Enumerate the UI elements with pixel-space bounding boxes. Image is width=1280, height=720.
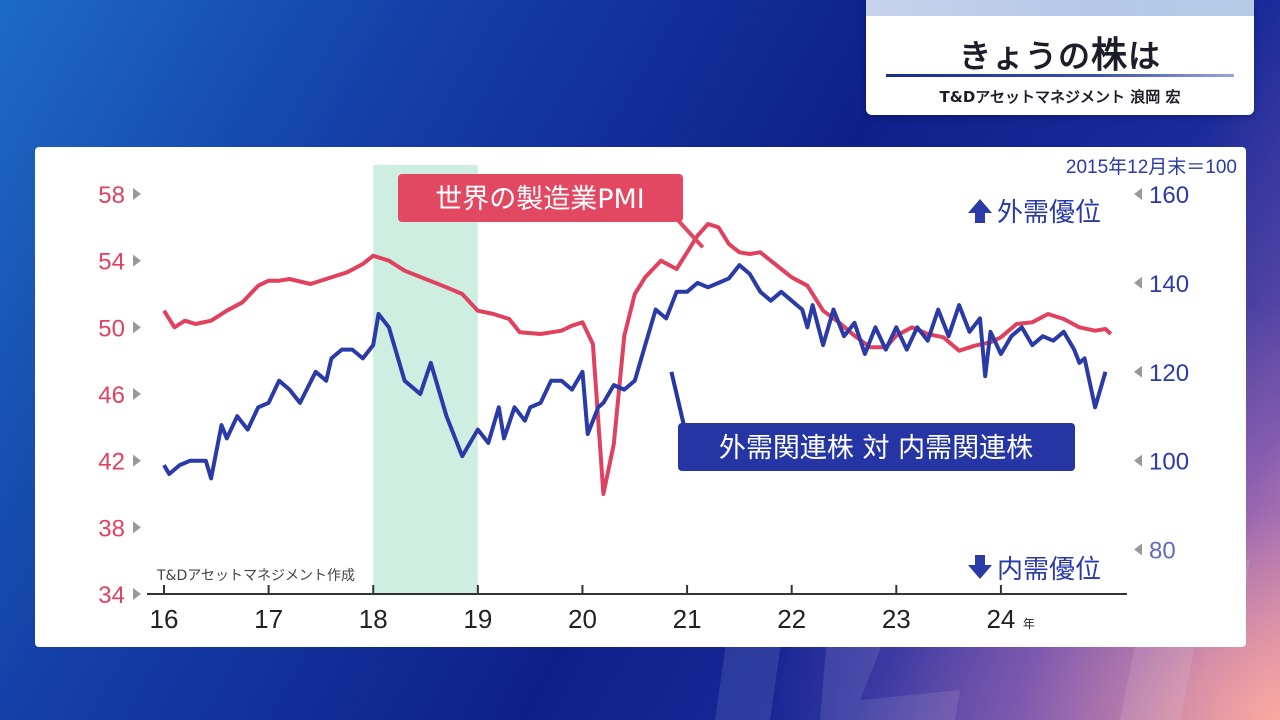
direction-down-label: 内需優位 bbox=[968, 555, 1101, 585]
left-tick-label: 58 bbox=[98, 182, 125, 209]
title-pre: きょうの bbox=[958, 37, 1091, 75]
title-strip bbox=[866, 0, 1254, 16]
x-tick-label: 20 bbox=[568, 604, 597, 634]
presenter-name: T&Dアセットマネジメント 浪岡 宏 bbox=[939, 88, 1181, 106]
left-tick-label: 42 bbox=[98, 449, 125, 476]
x-tick-label: 17 bbox=[254, 604, 283, 634]
right-tick-label: 160 bbox=[1149, 182, 1189, 209]
x-axis: 16 17 18 19 20 21 22 23 24 年 bbox=[150, 585, 1035, 634]
title-card: きょうの株は T&Dアセットマネジメント 浪岡 宏 bbox=[866, 0, 1254, 115]
callout-ratio-leader bbox=[669, 371, 687, 431]
arrow-down-icon bbox=[968, 555, 992, 579]
callout-ratio-box bbox=[678, 423, 1075, 471]
chart: 16 17 18 19 20 21 22 23 24 年 58 54 50 46 42 38 34 160 14… bbox=[98, 156, 1237, 634]
program-title: きょうの株は bbox=[866, 26, 1254, 78]
left-tick-arrow bbox=[133, 254, 141, 267]
callout-ratio-label: 外需関連株 対 内需関連株 bbox=[719, 433, 1033, 464]
left-tick-label: 50 bbox=[98, 315, 125, 342]
direction-up-text: 外需優位 bbox=[997, 198, 1101, 228]
x-tick-label: 23 bbox=[882, 604, 911, 634]
callout-pmi-label: 世界の製造業PMI bbox=[435, 184, 645, 215]
series-line-pmi bbox=[162, 222, 1113, 496]
left-tick-label: 54 bbox=[98, 249, 125, 276]
direction-down-text: 内需優位 bbox=[997, 555, 1101, 585]
x-tick-label: 22 bbox=[777, 604, 806, 634]
callout-pmi-box bbox=[398, 174, 683, 222]
left-tick-arrow bbox=[133, 454, 141, 467]
x-tick-label: 16 bbox=[150, 604, 179, 634]
title-kanji: 株 bbox=[1090, 35, 1128, 76]
right-tick-label: 120 bbox=[1149, 360, 1189, 387]
left-tick-arrow bbox=[133, 188, 141, 200]
left-tick-arrow bbox=[133, 388, 141, 400]
x-axis-unit: 年 bbox=[1023, 617, 1035, 631]
callout-pmi-leader bbox=[673, 215, 705, 249]
right-tick-arrow bbox=[1134, 365, 1142, 378]
direction-up-label: 外需優位 bbox=[968, 198, 1101, 228]
callout-ratio: 外需関連株 対 内需関連株 bbox=[669, 371, 1075, 471]
left-tick-arrow bbox=[133, 521, 141, 534]
right-tick-label: 140 bbox=[1149, 271, 1189, 298]
left-axis: 58 54 50 46 42 38 34 bbox=[98, 182, 141, 609]
right-axis: 160 140 120 100 80 bbox=[1134, 182, 1189, 565]
series-line-ratio bbox=[162, 263, 1108, 481]
right-tick-label: 100 bbox=[1149, 449, 1189, 476]
left-tick-label: 38 bbox=[98, 515, 125, 542]
right-tick-arrow bbox=[1134, 454, 1142, 467]
x-tick-label: 18 bbox=[359, 604, 388, 634]
right-tick-arrow bbox=[1134, 188, 1142, 200]
left-tick-arrow bbox=[133, 321, 141, 334]
x-tick-label: 21 bbox=[673, 604, 702, 634]
title-post: は bbox=[1128, 37, 1162, 75]
right-tick-label: 80 bbox=[1149, 538, 1176, 565]
base-note: 2015年12月末＝100 bbox=[1066, 156, 1237, 178]
right-tick-arrow bbox=[1134, 543, 1142, 556]
left-tick-label: 34 bbox=[98, 582, 125, 609]
arrow-up-icon bbox=[968, 199, 992, 223]
chart-panel: 16 17 18 19 20 21 22 23 24 年 58 54 50 46 42 38 34 160 14… bbox=[35, 147, 1246, 647]
x-tick-label: 19 bbox=[463, 604, 492, 634]
right-tick-arrow bbox=[1134, 276, 1142, 289]
left-tick-label: 46 bbox=[98, 382, 125, 409]
source-credit: T&Dアセットマネジメント作成 bbox=[156, 568, 355, 584]
left-tick-arrow bbox=[133, 588, 141, 600]
callout-pmi: 世界の製造業PMI bbox=[398, 174, 705, 249]
x-tick-label: 24 bbox=[986, 604, 1015, 634]
title-rule bbox=[886, 74, 1234, 77]
